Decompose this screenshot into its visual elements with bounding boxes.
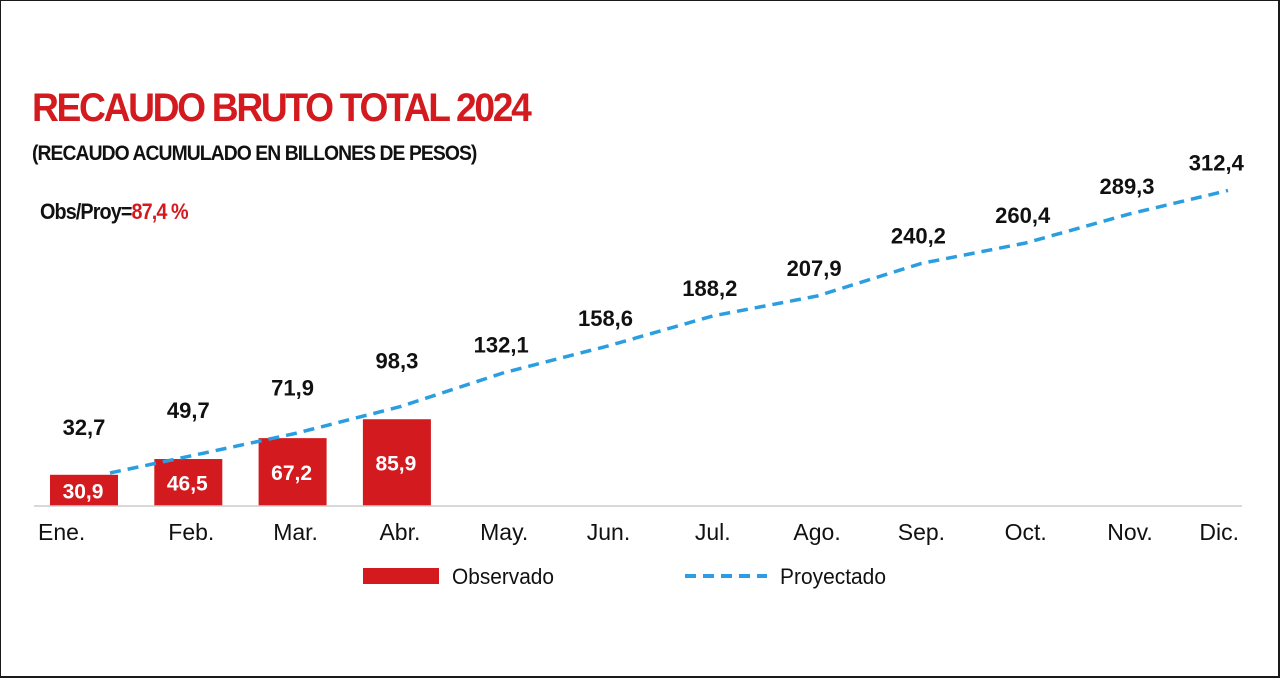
projected-value-label: 260,4: [995, 203, 1051, 228]
projected-value-label: 49,7: [167, 398, 210, 423]
x-tick-label: Mar.: [273, 519, 318, 545]
x-tick-label: Ago.: [793, 519, 840, 545]
projected-value-label: 312,4: [1189, 150, 1245, 175]
x-tick-label: Sep.: [898, 519, 945, 545]
chart-title: RECAUDO BRUTO TOTAL 2024: [32, 86, 532, 130]
observed-value-label: 46,5: [167, 473, 208, 496]
projected-line: [109, 188, 1229, 475]
projected-value-label: 132,1: [474, 333, 529, 358]
observed-bars: [50, 419, 431, 506]
ratio-value: 87,4 %: [131, 199, 188, 224]
projected-value-label: 32,7: [63, 415, 106, 440]
x-tick-label: Jun.: [587, 519, 630, 545]
x-tick-label: Jul.: [695, 519, 731, 545]
projected-value-label: 98,3: [375, 349, 418, 374]
x-tick-label: Abr.: [379, 519, 420, 545]
observed-bar: [50, 474, 118, 506]
projected-value-label: 71,9: [271, 375, 314, 400]
x-tick-label: Feb.: [168, 519, 214, 545]
x-axis: Ene. Feb. Mar. Abr. May. Jun. Jul. Ago. Sep. Oct.…: [34, 505, 1242, 545]
x-tick-label: Ene.: [38, 519, 85, 545]
legend-observed-swatch: [363, 568, 439, 584]
projected-value-label: 188,2: [682, 276, 737, 301]
legend: Observado Proyectado: [363, 564, 886, 589]
legend-projected-label: Proyectado: [780, 564, 886, 589]
observed-value-label: 30,9: [63, 480, 104, 503]
ratio-label: Obs/Proy=: [40, 199, 132, 224]
x-tick-label: May.: [480, 519, 528, 545]
projected-value-label: 158,6: [578, 306, 633, 331]
observed-bar: [258, 438, 327, 506]
projected-value-label: 240,2: [891, 223, 946, 248]
chart-subtitle: (RECAUDO ACUMULADO EN BILLONES DE PESOS): [32, 142, 477, 165]
projected-value-label: 289,3: [1099, 174, 1154, 199]
observed-bar: [362, 419, 431, 506]
value-labels: 30,9 46,5 67,2 85,9 32,7 49,7 71,9 98,3 132,1 158…: [63, 150, 1245, 503]
projected-line-group: [109, 188, 1229, 475]
obs-proy-ratio: Obs/Proy=87,4 %: [40, 199, 189, 225]
projected-value-label: 207,9: [787, 256, 842, 281]
observed-value-label: 67,2: [271, 462, 312, 485]
x-tick-label: Nov.: [1107, 519, 1153, 545]
x-tick-label: Dic.: [1199, 519, 1239, 545]
observed-bar: [154, 459, 223, 506]
x-tick-label: Oct.: [1005, 519, 1047, 545]
observed-value-label: 85,9: [375, 453, 416, 476]
legend-observed-label: Observado: [452, 564, 554, 589]
